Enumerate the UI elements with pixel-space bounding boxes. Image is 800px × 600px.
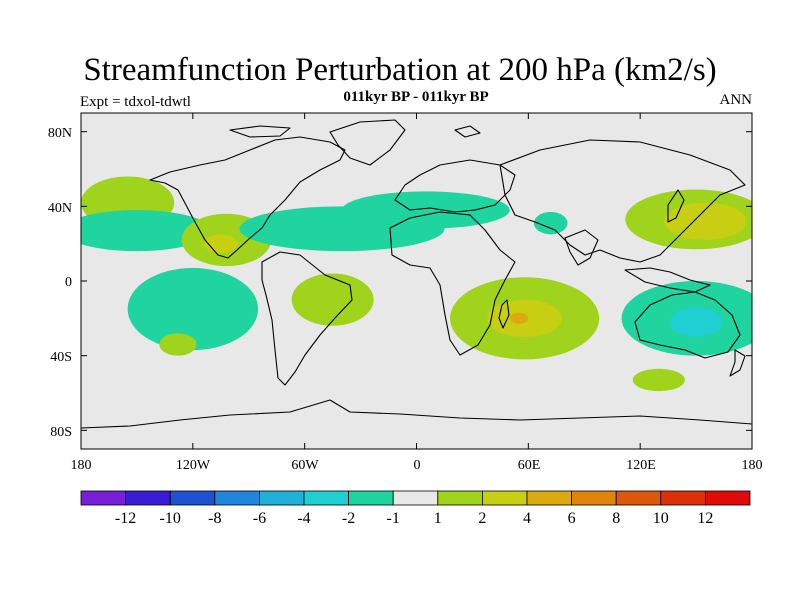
coast-australia <box>634 291 741 359</box>
coast-madagascar <box>498 299 510 329</box>
lat-label-40s: 40S <box>50 350 72 365</box>
colorbar-label: 1 <box>434 510 442 527</box>
lat-label-80n: 80N <box>48 126 72 141</box>
contour-south-pacific-small <box>159 333 197 356</box>
colorbar-swatch <box>481 490 528 506</box>
contour-australia-core <box>669 307 723 338</box>
colorbar-swatch <box>348 490 394 506</box>
colorbar-labels: -12 -10 -8 -6 -4 -2 -1 1 2 4 6 8 10 12 <box>115 510 713 527</box>
lon-label-120w: 120W <box>176 458 211 473</box>
lon-label-180e: 180 <box>742 458 763 473</box>
colorbar-swatch <box>437 490 483 506</box>
colorbar-label: 6 <box>568 510 576 527</box>
colorbar-swatch <box>615 490 662 506</box>
lat-axis-labels: 80N 40N 0 40S 80S <box>48 126 72 440</box>
colorbar-label: -12 <box>115 510 136 527</box>
season-label: ANN <box>719 92 753 108</box>
colorbar-label: -1 <box>387 510 400 527</box>
colorbar-swatch <box>169 490 216 506</box>
lat-label-40n: 40N <box>48 201 72 216</box>
coast-india <box>564 229 599 266</box>
contour-southern-ocean-small <box>632 368 685 392</box>
coast-japan <box>667 189 685 223</box>
contour-mexico-core <box>204 234 238 254</box>
colorbar-label: 2 <box>478 510 486 527</box>
colorbar-swatch <box>125 490 171 506</box>
lon-label-60w: 60W <box>291 458 319 473</box>
contour-pacific-subtropical-band <box>81 210 212 252</box>
lon-label-0: 0 <box>414 458 421 473</box>
coast-new-zealand <box>729 349 746 377</box>
lon-label-180w: 180 <box>71 458 92 473</box>
coast-indonesia <box>624 267 711 293</box>
contour-mediterranean-band <box>341 191 510 229</box>
colorbar-label: 10 <box>653 510 669 527</box>
colorbar-label: 4 <box>523 510 531 527</box>
coast-antarctica <box>81 399 752 429</box>
colorbar-swatch <box>258 490 305 506</box>
colorbar-swatch <box>214 490 260 506</box>
colorbar-label: -4 <box>297 510 310 527</box>
coastline-layer <box>81 119 752 429</box>
contour-fill-layer <box>81 176 752 392</box>
colorbar-swatch <box>660 490 706 506</box>
lon-axis-labels: 180 120W 60W 0 60E 120E 180 <box>71 458 763 473</box>
coast-greenland <box>329 119 406 166</box>
map-subtitle: 011kyr BP - 011kyr BP <box>343 89 489 105</box>
colorbar-swatch <box>705 490 751 506</box>
colorbar-label: 8 <box>612 510 620 527</box>
colorbar-label: -2 <box>342 510 355 527</box>
lon-label-120e: 120E <box>626 458 656 473</box>
colorbar-label: -10 <box>160 510 181 527</box>
colorbar-label: -6 <box>253 510 266 527</box>
coast-arctic-islands <box>229 125 291 138</box>
lat-label-80s: 80S <box>50 425 72 440</box>
coast-africa <box>389 211 516 356</box>
contour-madagascar-core <box>509 312 529 324</box>
contour-central-asia <box>533 211 568 235</box>
colorbar <box>80 490 751 506</box>
map-title: Streamfunction Perturbation at 200 hPa (… <box>83 52 717 88</box>
colorbar-swatch <box>392 490 439 506</box>
lat-label-0: 0 <box>65 275 72 290</box>
coast-north-america <box>149 136 346 259</box>
colorbar-swatch <box>80 490 126 506</box>
lon-label-60e: 60E <box>518 458 541 473</box>
contour-east-pacific-south <box>127 267 259 351</box>
colorbar-label: -8 <box>208 510 221 527</box>
coast-svalbard <box>454 125 481 138</box>
colorbar-swatch <box>303 490 349 506</box>
coast-asia <box>499 139 746 263</box>
coast-europe <box>394 159 516 213</box>
colorbar-swatch <box>571 490 617 506</box>
coast-south-america <box>261 251 353 386</box>
experiment-label: Expt = tdxol-tdwtl <box>80 94 191 110</box>
axis-ticks <box>80 113 753 449</box>
colorbar-label: 12 <box>697 510 713 527</box>
contour-west-pacific-core <box>664 202 747 240</box>
contour-south-atlantic <box>291 273 374 326</box>
colorbar-swatch <box>526 490 572 506</box>
